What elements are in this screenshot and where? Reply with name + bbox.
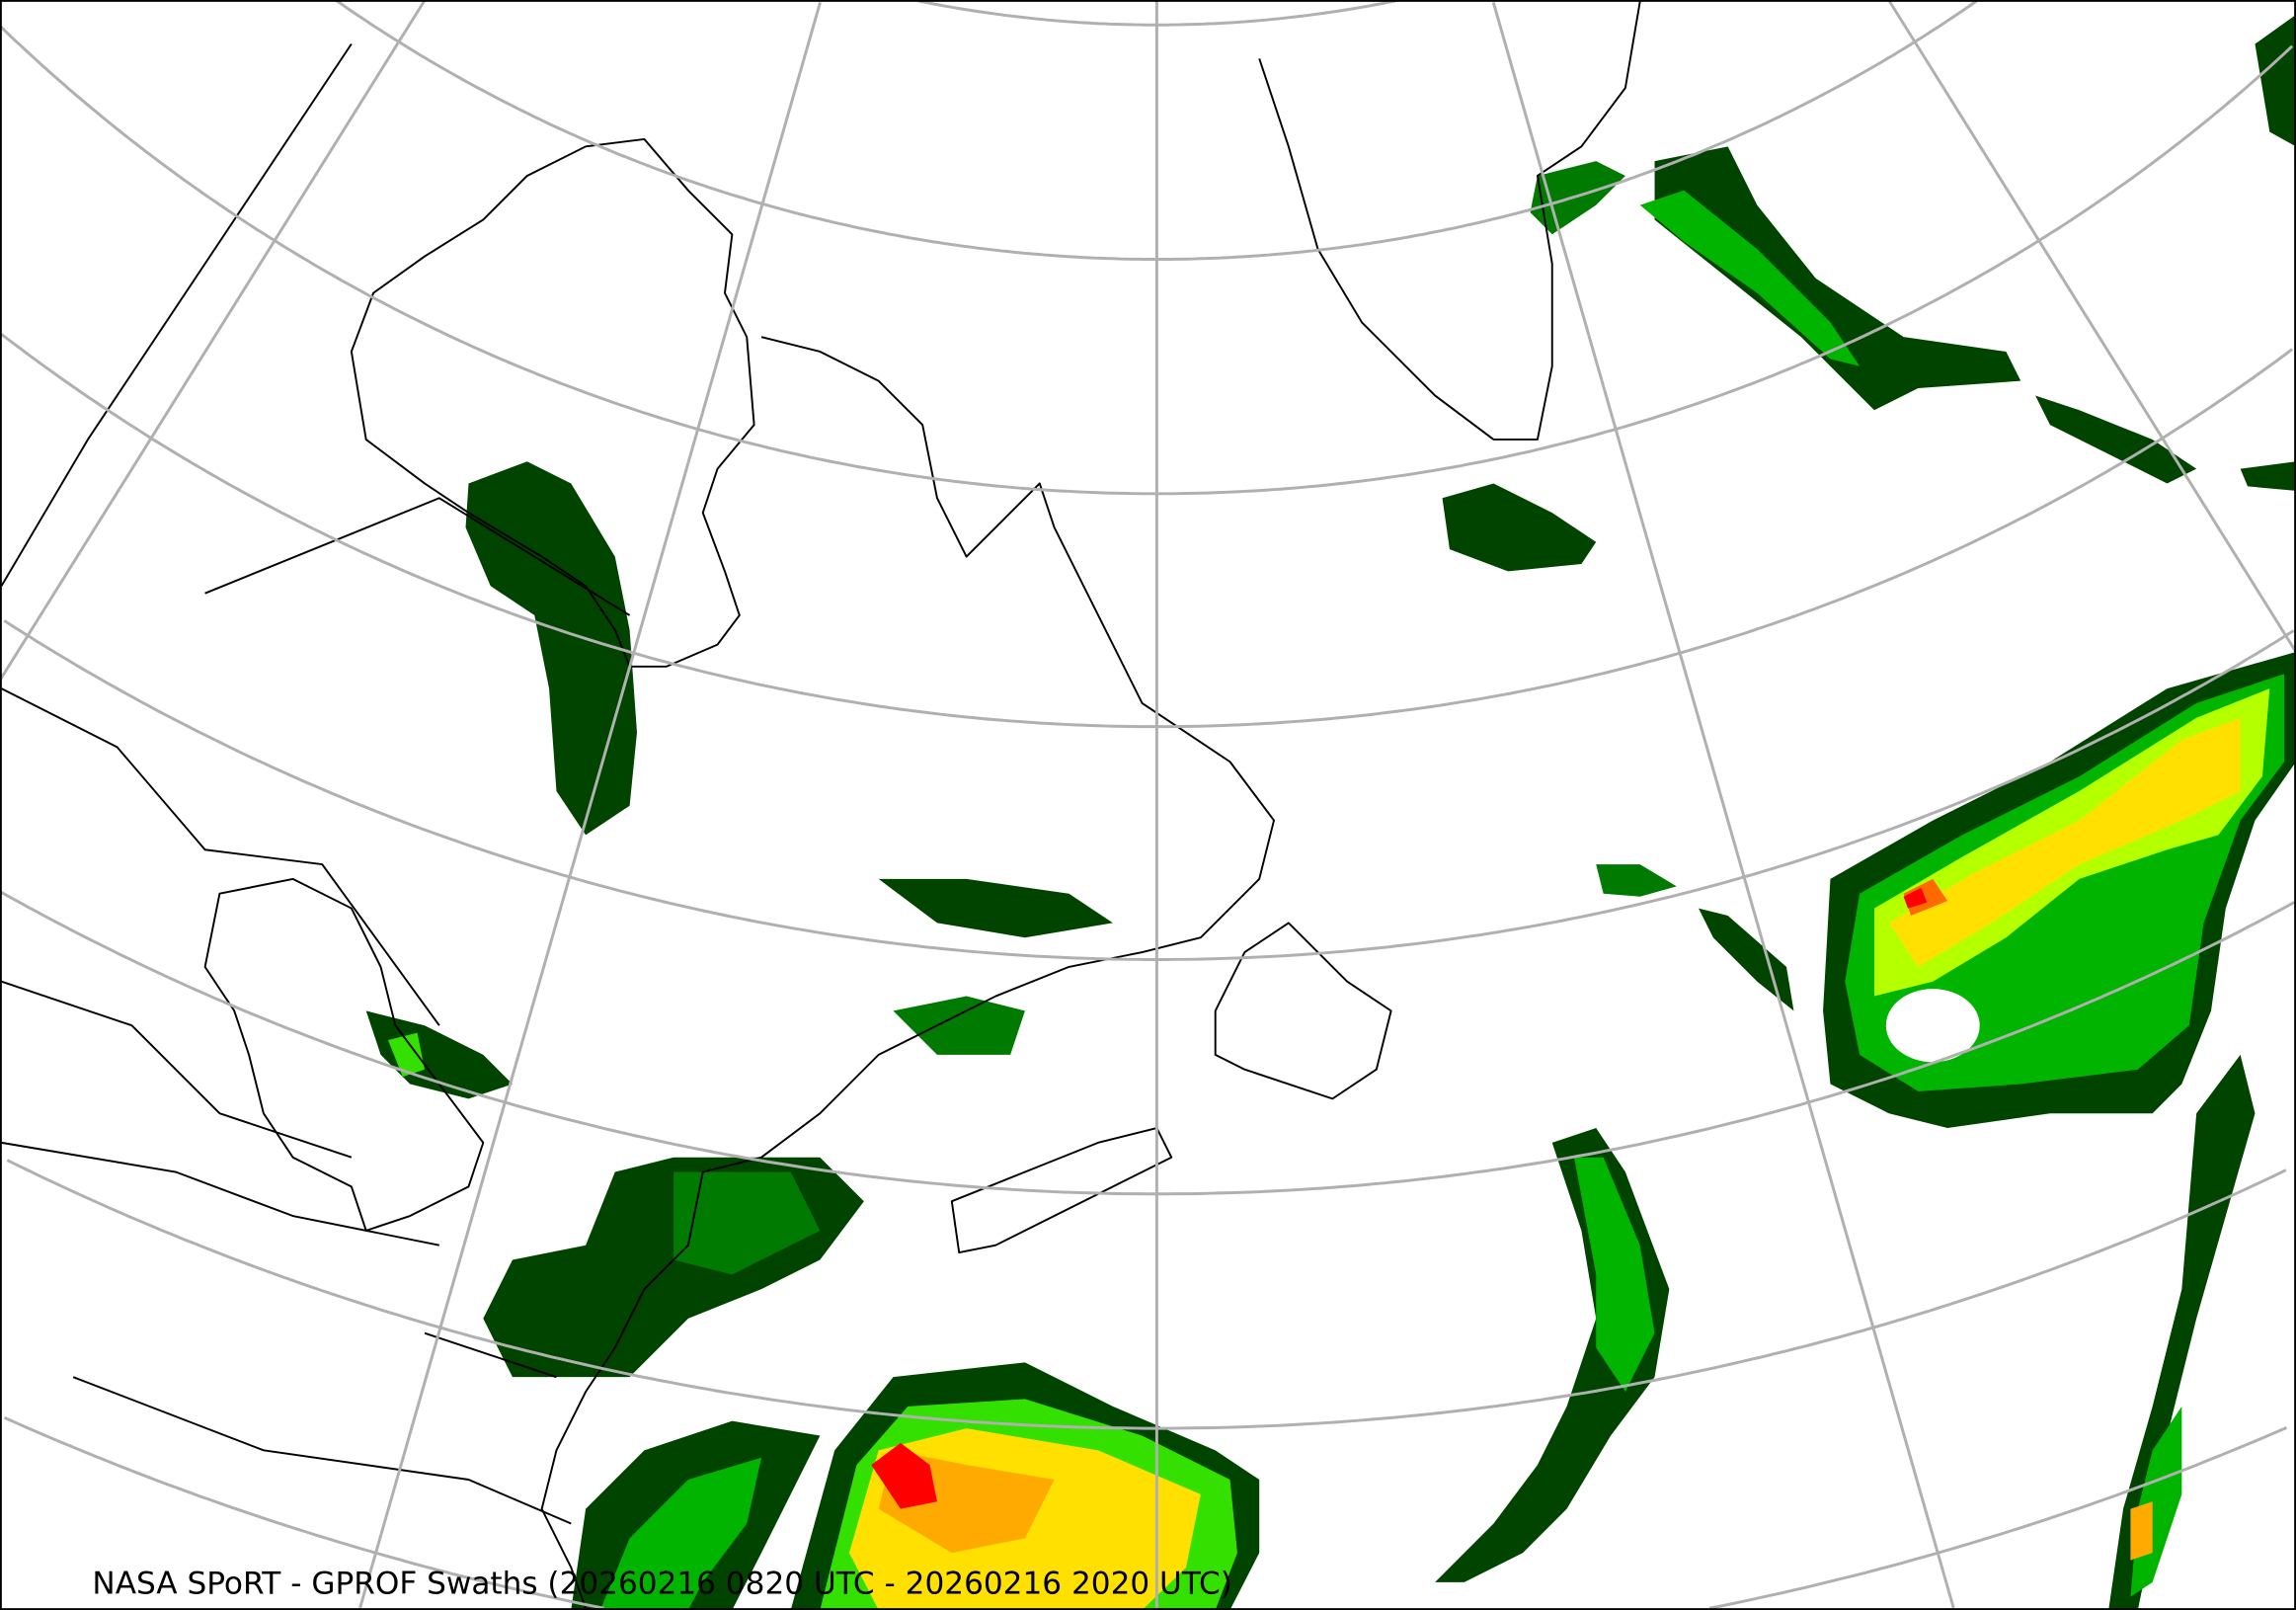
longitude-line: [1491, 2, 1955, 1609]
precipitation-area: [2255, 14, 2296, 147]
coastline-us-east: [540, 1171, 704, 1609]
precipitation-area: [871, 1442, 937, 1509]
border-lines: [0, 42, 631, 1525]
coastline-great-lakes: [203, 877, 485, 1232]
latitude-line: [3, 619, 2295, 961]
precipitation-area: [2108, 1054, 2256, 1610]
longitude-line: [0, 0, 426, 681]
precipitation-area: [599, 1457, 762, 1610]
precipitation-area: [2130, 1501, 2153, 1561]
precipitation-area: [387, 1032, 426, 1078]
precipitation-area: [893, 996, 1025, 1055]
latitude-line: [3, 1415, 604, 1610]
precipitation-area: [1699, 908, 1794, 1011]
precipitation-area: [1654, 146, 2021, 411]
precipitation-area: [1903, 878, 1948, 916]
precipitation-area: [1442, 483, 1597, 572]
precipitation-area: [1903, 887, 1928, 909]
precipitation-area: [878, 878, 1113, 938]
latitude-line: [0, 25, 2294, 496]
cyclone-eye-gap: [1885, 989, 1980, 1063]
coastline-nova-scotia: [950, 1127, 1173, 1254]
precipitation-area: [465, 461, 638, 836]
precipitation-area: [1596, 864, 1677, 897]
coastline-labrador-quebec: [702, 336, 1275, 1173]
latitude-line: [0, 891, 2295, 1196]
longitude-line: [1887, 0, 2296, 653]
latitude-line: [1708, 1425, 2288, 1610]
precipitation-layer: [365, 14, 2296, 1610]
precipitation-area: [1573, 1157, 1655, 1393]
longitude-line: [358, 2, 822, 1609]
precipitation-area: [673, 1171, 821, 1275]
precipitation-area: [2240, 461, 2296, 491]
map-caption: NASA SPoRT - GPROF Swaths (20260216 0820…: [92, 1567, 1231, 1602]
latitude-line: [0, 333, 2294, 729]
precipitation-area: [1639, 190, 1861, 366]
coastlines-layer: [0, 1, 1641, 1609]
latitude-line: [6, 1159, 2287, 1430]
coastline-newfoundland: [1214, 922, 1392, 1100]
precipitation-area: [1888, 717, 2241, 967]
precipitation-area: [2035, 395, 2197, 484]
coastline-hudson-bay: [350, 137, 755, 668]
